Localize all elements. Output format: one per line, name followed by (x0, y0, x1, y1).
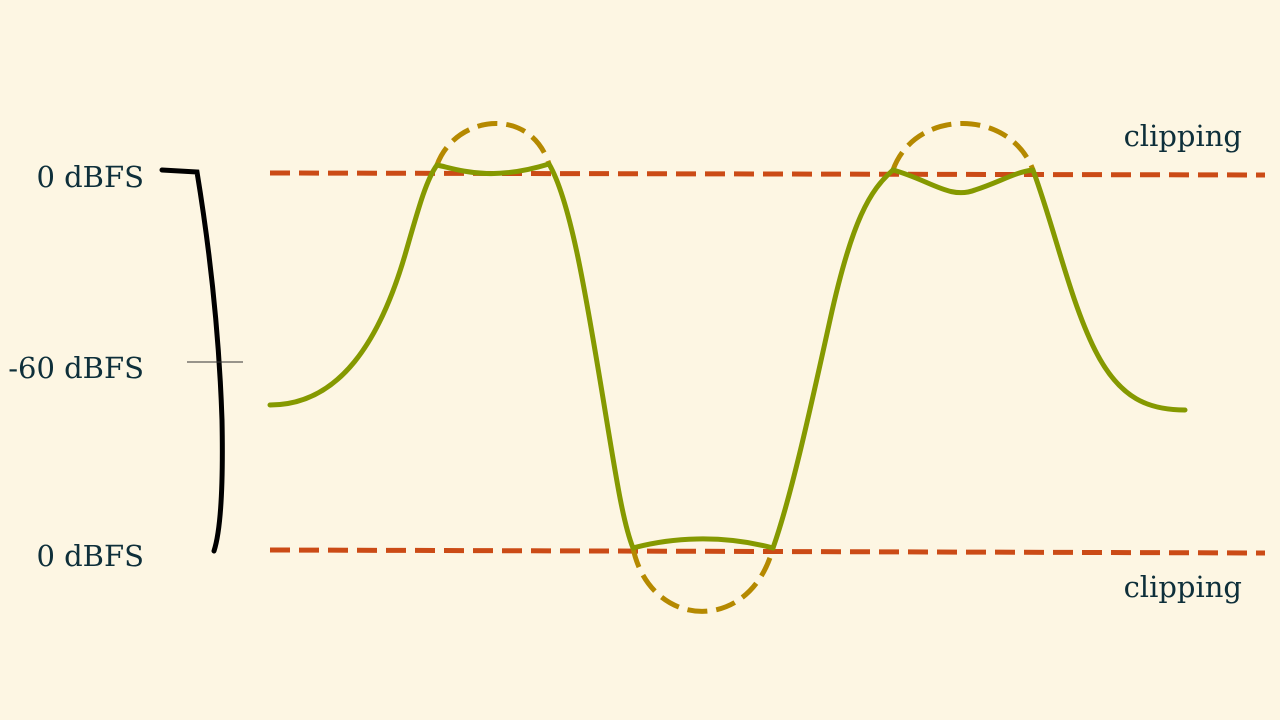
bottom-level-label: 0 dBFS (36, 539, 144, 573)
top-clipping-line (269, 170, 1266, 178)
mid-level-label: -60 dBFS (8, 351, 144, 385)
level-range-bracket (159, 167, 225, 554)
top-level-label: 0 dBFS (36, 160, 144, 194)
unclipped-trough (630, 547, 776, 614)
bottom-clipping-line (269, 547, 1266, 556)
unclipped-peak-1 (434, 121, 552, 166)
top-clipping-label: clipping (1124, 119, 1242, 153)
clipped-waveform (267, 161, 1188, 551)
bottom-clipping-label: clipping (1124, 570, 1242, 604)
unclipped-peak-2 (890, 121, 1036, 171)
